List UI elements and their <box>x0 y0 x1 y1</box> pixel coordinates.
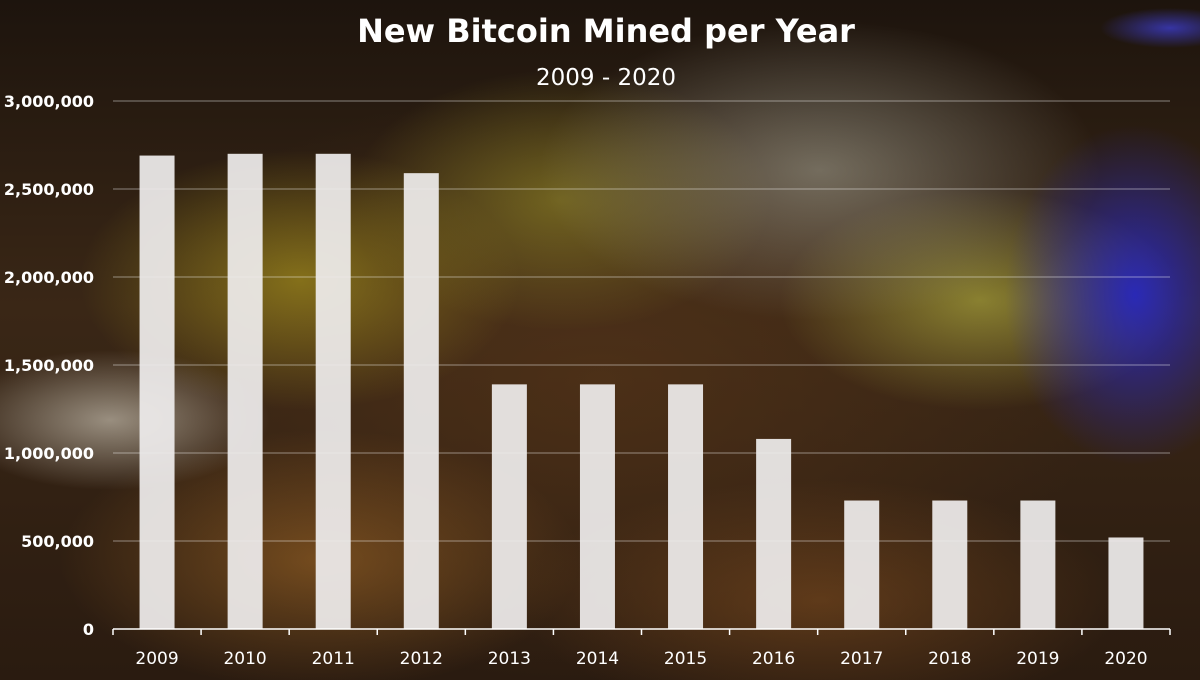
x-tick-label-2020: 2020 <box>1104 649 1147 669</box>
bar-2016 <box>756 438 792 629</box>
y-tick-label: 1,000,000 <box>4 444 94 463</box>
y-tick-label: 0 <box>83 620 94 639</box>
bar-2020 <box>1108 537 1144 629</box>
chart-title: New Bitcoin Mined per Year <box>357 12 855 50</box>
x-tick-label-2016: 2016 <box>752 649 795 669</box>
x-tick-label-2012: 2012 <box>400 649 443 669</box>
x-axis-tick-labels: 2009 2010 2011 2012 2013 2014 2015 2016 2017 2018… <box>112 629 1171 669</box>
x-tick-label-2015: 2015 <box>664 649 707 669</box>
bar-2013 <box>491 384 527 629</box>
y-tick-label: 500,000 <box>21 532 94 551</box>
chart-subtitle: 2009 - 2020 <box>536 65 676 91</box>
bars <box>139 153 1144 630</box>
bar-2009 <box>139 155 175 629</box>
bar-2018 <box>932 500 968 629</box>
x-tick-label-2010: 2010 <box>223 649 266 669</box>
y-tick-label: 1,500,000 <box>4 356 94 375</box>
bar-2014 <box>579 384 615 629</box>
x-tick-label-2017: 2017 <box>840 649 883 669</box>
y-tick-label: 2,500,000 <box>4 180 94 199</box>
y-axis-tick-labels: 0 500,000 1,000,000 1,500,000 2,000,000 2,500… <box>4 92 94 639</box>
x-tick-label-2013: 2013 <box>488 649 531 669</box>
y-tick-label: 2,000,000 <box>4 268 94 287</box>
bar-2015 <box>668 384 704 629</box>
bar-2019 <box>1020 500 1056 629</box>
x-tick-label-2019: 2019 <box>1016 649 1059 669</box>
bar-2011 <box>315 153 351 630</box>
bar-2012 <box>403 173 439 629</box>
y-gridlines <box>113 100 1170 542</box>
x-tick-label-2009: 2009 <box>135 649 178 669</box>
y-tick-label: 3,000,000 <box>4 92 94 111</box>
x-tick-label-2011: 2011 <box>312 649 355 669</box>
x-tick-label-2014: 2014 <box>576 649 619 669</box>
bar-2010 <box>227 153 263 630</box>
x-tick-label-2018: 2018 <box>928 649 971 669</box>
bar-2017 <box>844 500 880 629</box>
